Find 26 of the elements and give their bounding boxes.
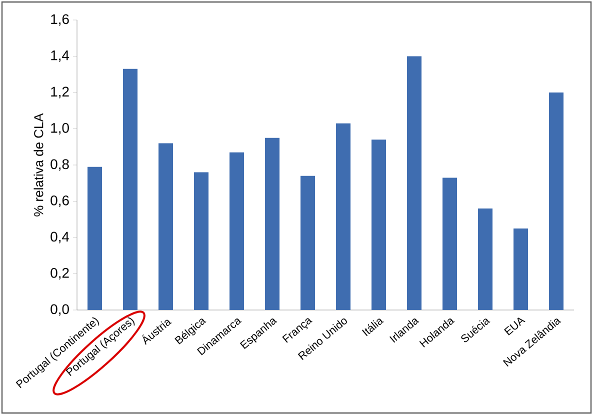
bar (442, 178, 458, 310)
y-tick-label: 0,8 (50, 159, 69, 171)
y-tick-label: 1,0 (51, 122, 69, 135)
bar (372, 140, 386, 310)
bar (514, 228, 528, 310)
bar (300, 176, 316, 310)
y-tick-label: 1,4 (51, 50, 70, 62)
bar (407, 56, 422, 310)
y-axis-title: % relativa de CLA (34, 113, 44, 216)
y-tick-label: 0,4 (50, 232, 70, 244)
x-tick-label: Itália (362, 318, 384, 336)
x-tick-label: EUA (504, 318, 526, 336)
bar (549, 92, 564, 310)
bar (88, 166, 102, 310)
bar (265, 138, 280, 310)
bar (194, 172, 209, 310)
y-tick-label: 1,2 (51, 86, 69, 98)
y-tick-label: 1,6 (51, 14, 69, 26)
bar (123, 68, 138, 310)
y-tick-label: 0,0 (50, 304, 69, 316)
bar (336, 123, 351, 310)
y-tick-label: 0,6 (50, 195, 69, 208)
bar (158, 143, 174, 310)
y-tick-label: 0,2 (50, 268, 69, 280)
bar (230, 152, 244, 310)
bar (478, 208, 493, 310)
